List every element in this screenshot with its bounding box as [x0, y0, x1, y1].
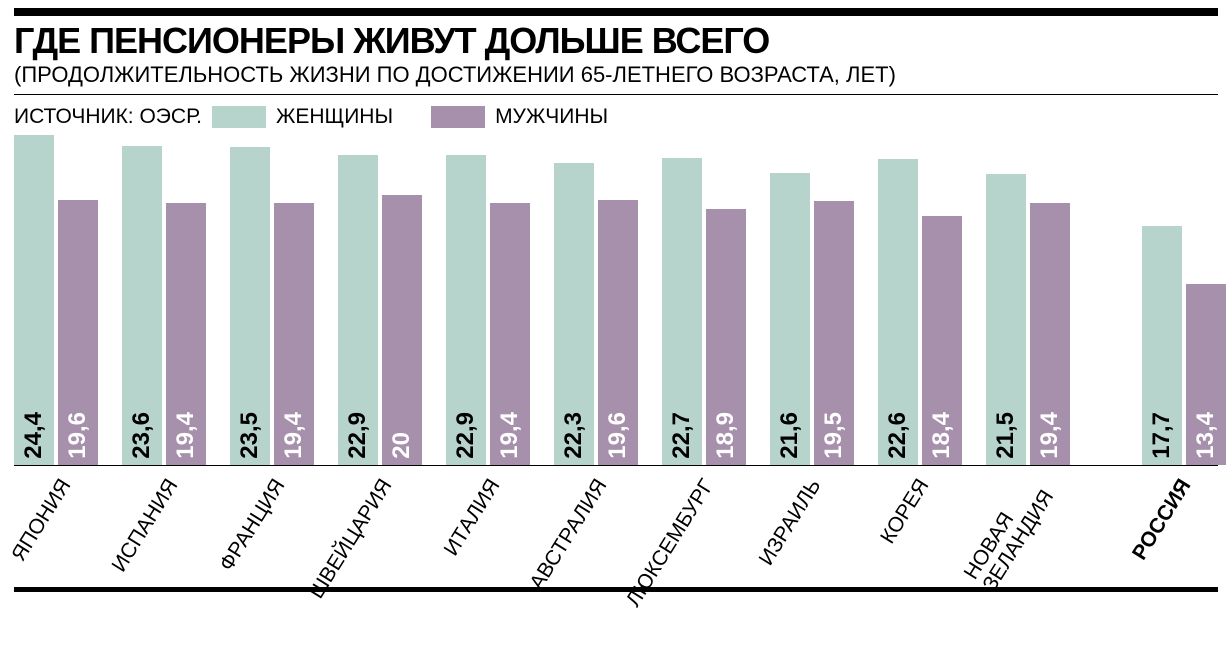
x-axis-label: АВСТРАЛИЯ: [525, 475, 612, 594]
source-label: ИСТОЧНИК: ОЭСР.: [14, 105, 202, 129]
bar-value: 24,4: [20, 412, 48, 465]
bar-men: 19,4: [1030, 203, 1070, 465]
x-axis-label: НОВАЯЗЕЛАНДИЯ: [961, 475, 1059, 595]
x-label-holder: ИТАЛИЯ: [443, 469, 526, 589]
bar-group: 24,4 19,6: [14, 135, 98, 465]
bar-value: 17,7: [1148, 412, 1176, 465]
bar-men: 18,4: [922, 216, 962, 465]
bar-chart-area: 24,419,623,619,423,519,422,92022,919,422…: [14, 135, 1218, 465]
chart-container: ГДЕ ПЕНСИОНЕРЫ ЖИВУТ ДОЛЬШЕ ВСЕГО (ПРОДО…: [0, 0, 1232, 592]
x-label-holder: КОРЕЯ: [872, 469, 955, 589]
bar-value: 19,6: [604, 412, 632, 465]
bar-value: 23,6: [128, 412, 156, 465]
bar-women: 22,6: [878, 159, 918, 465]
x-label-holder: ФРАНЦИЯ: [229, 469, 312, 589]
bar-men: 18,9: [706, 209, 746, 465]
x-axis-label: ЯПОНИЯ: [7, 475, 76, 566]
bar-men: 19,5: [814, 201, 854, 465]
bar-value: 18,9: [712, 412, 740, 465]
x-axis-label: КОРЕЯ: [876, 475, 934, 548]
bar-group: 23,6 19,4: [122, 146, 206, 465]
bar-women: 22,9: [338, 155, 378, 465]
legend-label-women: ЖЕНЩИНЫ: [276, 105, 393, 129]
bar-men: 19,6: [598, 200, 638, 465]
bar-women: 23,6: [122, 146, 162, 465]
chart-title: ГДЕ ПЕНСИОНЕРЫ ЖИВУТ ДОЛЬШЕ ВСЕГО: [14, 22, 1218, 60]
bar-group: 17,7 13,4: [1142, 226, 1226, 465]
bar-value: 20: [388, 432, 416, 465]
bar-value: 19,5: [820, 412, 848, 465]
bar-women: 21,5: [986, 174, 1026, 465]
x-axis-label: ИТАЛИЯ: [439, 475, 505, 560]
bar-value: 19,4: [496, 412, 524, 465]
bar-value: 21,5: [992, 412, 1020, 465]
bar-women: 22,3: [554, 163, 594, 465]
bar-women: 23,5: [230, 147, 270, 465]
bar-group: 22,9 20: [338, 155, 422, 465]
legend-swatch-men: [431, 106, 485, 128]
legend-row: ИСТОЧНИК: ОЭСР. ЖЕНЩИНЫ МУЖЧИНЫ: [14, 95, 1218, 135]
bar-women: 22,9: [446, 155, 486, 465]
x-label-holder: ИЗРАИЛЬ: [765, 469, 848, 589]
x-axis-rule: [14, 465, 1218, 466]
bar-value: 22,9: [344, 412, 372, 465]
bar-value: 13,4: [1192, 412, 1220, 465]
x-axis-label: ФРАНЦИЯ: [215, 475, 290, 576]
bar-value: 22,3: [560, 412, 588, 465]
x-label-holder: ШВЕЙЦАРИЯ: [336, 469, 419, 589]
x-axis-label: ИЗРАИЛЬ: [755, 475, 827, 570]
x-axis-label: ШВЕЙЦАРИЯ: [305, 475, 398, 603]
bar-group: 22,7 18,9: [662, 158, 746, 465]
bar-group: 23,5 19,4: [230, 147, 314, 465]
bar-group: 22,6 18,4: [878, 159, 962, 465]
bar-men: 20: [382, 195, 422, 465]
bar-value: 19,4: [1036, 412, 1064, 465]
bar-value: 19,6: [64, 412, 92, 465]
x-label-holder: ИСПАНИЯ: [121, 469, 204, 589]
bar-group: 21,5 19,4: [986, 174, 1070, 465]
bar-men: 13,4: [1186, 284, 1226, 465]
bar-value: 22,9: [452, 412, 480, 465]
legend-swatch-women: [212, 106, 266, 128]
bar-value: 22,6: [884, 412, 912, 465]
x-label-holder: ЯПОНИЯ: [14, 469, 97, 589]
bar-value: 19,4: [172, 412, 200, 465]
bar-group: 22,9 19,4: [446, 155, 530, 465]
bar-men: 19,4: [490, 203, 530, 465]
bar-men: 19,6: [58, 200, 98, 465]
bar-value: 18,4: [928, 412, 956, 465]
bar-women: 21,6: [770, 173, 810, 465]
bar-women: 24,4: [14, 135, 54, 465]
x-label-holder: ЛЮКСЕМБУРГ: [658, 469, 741, 589]
top-rule: [14, 8, 1218, 16]
bar-value: 23,5: [236, 412, 264, 465]
bar-group: 22,3 19,6: [554, 163, 638, 465]
bar-value: 19,4: [280, 412, 308, 465]
x-axis-label: РОССИЯ: [1128, 475, 1196, 565]
bar-men: 19,4: [166, 203, 206, 465]
x-label-holder: РОССИЯ: [1135, 469, 1218, 589]
chart-subtitle: (ПРОДОЛЖИТЕЛЬНОСТЬ ЖИЗНИ ПО ДОСТИЖЕНИИ 6…: [14, 62, 1218, 88]
bar-group: 21,6 19,5: [770, 173, 854, 465]
bar-men: 19,4: [274, 203, 314, 465]
legend-label-men: МУЖЧИНЫ: [495, 105, 608, 129]
x-axis-label: ИСПАНИЯ: [107, 475, 183, 577]
x-label-holder: АВСТРАЛИЯ: [550, 469, 633, 589]
bar-women: 17,7: [1142, 226, 1182, 465]
bar-value: 21,6: [776, 412, 804, 465]
bar-value: 22,7: [668, 412, 696, 465]
x-labels-row: ЯПОНИЯИСПАНИЯФРАНЦИЯШВЕЙЦАРИЯИТАЛИЯАВСТР…: [14, 469, 1218, 587]
bar-women: 22,7: [662, 158, 702, 465]
x-label-holder: НОВАЯЗЕЛАНДИЯ: [979, 469, 1062, 589]
